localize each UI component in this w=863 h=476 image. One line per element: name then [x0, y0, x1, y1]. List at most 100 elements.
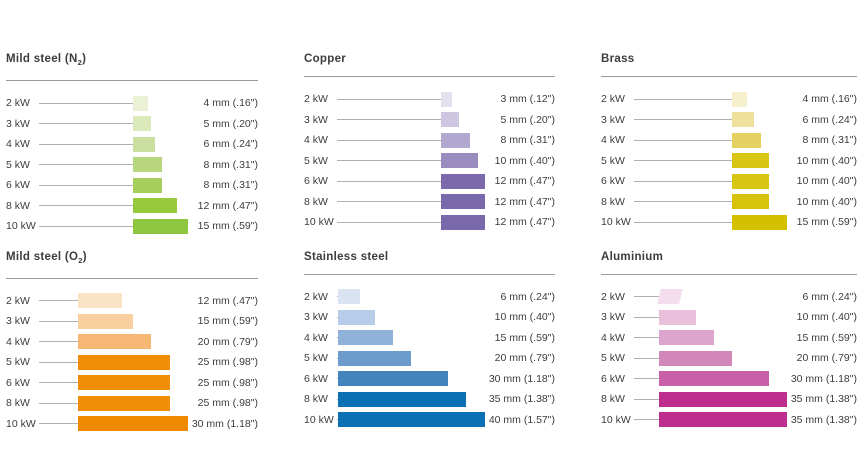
bar [78, 375, 170, 391]
leader-line [634, 180, 732, 182]
chart-row: 5 kW 20 mm (.79") [601, 348, 857, 369]
power-label: 5 kW [601, 154, 625, 167]
leader-line [337, 316, 338, 318]
bar-track [659, 389, 787, 410]
chart-panel-aluminium: Aluminium 2 kW 6 mm (.24") 3 kW 10 mm (.40")… [601, 250, 857, 435]
chart-row: 8 kW 12 mm (.47") [6, 196, 258, 217]
leader-line [634, 160, 732, 162]
bar [441, 153, 478, 169]
chart-row: 8 kW 35 mm (1.38") [304, 389, 555, 410]
bar [441, 132, 470, 148]
power-label: 4 kW [601, 331, 625, 344]
power-label: 4 kW [6, 335, 30, 348]
value-label: 35 mm (1.38") [790, 393, 857, 406]
bar [657, 289, 683, 305]
bar [441, 173, 485, 189]
bar-track [78, 332, 188, 353]
leader-line [634, 201, 732, 203]
chart-title-rule [601, 273, 857, 275]
bar-track [732, 171, 787, 192]
chart-row: 6 kW 8 mm (.31") [6, 175, 258, 196]
leader-line [39, 225, 133, 227]
bar [78, 293, 122, 309]
bar [441, 112, 459, 128]
bar-track [78, 393, 188, 414]
bar-track [659, 410, 787, 431]
power-label: 5 kW [304, 154, 328, 167]
power-label: 2 kW [304, 290, 328, 303]
chart-title: Aluminium [601, 250, 664, 263]
value-label: 12 mm (.47") [197, 199, 258, 212]
value-label: 40 mm (1.57") [488, 413, 555, 426]
bar [133, 157, 162, 173]
bar-track [338, 328, 485, 349]
power-label: 2 kW [6, 97, 30, 110]
chart-row: 10 kW 12 mm (.47") [304, 212, 555, 233]
power-label: 3 kW [6, 117, 30, 130]
power-label: 10 kW [601, 216, 631, 229]
chart-panel-copper: Copper 2 kW 3 mm (.12") 3 kW 5 mm (.20") 4 kW… [304, 52, 555, 237]
bar-track [78, 352, 188, 373]
bar-track [441, 212, 485, 233]
bar [78, 354, 170, 370]
power-label: 6 kW [6, 179, 30, 192]
leader-line [337, 378, 338, 380]
power-label: 2 kW [304, 93, 328, 106]
chart-row: 8 kW 10 mm (.40") [601, 192, 857, 213]
bar-track [732, 212, 787, 233]
leader-line [39, 402, 78, 404]
bar [732, 194, 769, 210]
chart-row: 4 kW 15 mm (.59") [304, 328, 555, 349]
bar [133, 116, 151, 132]
power-label: 4 kW [6, 138, 30, 151]
chart-row: 2 kW 6 mm (.24") [601, 287, 857, 308]
power-label: 5 kW [304, 352, 328, 365]
leader-line [337, 419, 338, 421]
power-label: 3 kW [304, 311, 328, 324]
bar-track [78, 291, 188, 312]
bar-track [441, 110, 485, 131]
leader-line [634, 221, 732, 223]
chart-row: 6 kW 30 mm (1.18") [601, 369, 857, 390]
leader-line [39, 143, 133, 145]
value-label: 35 mm (1.38") [790, 413, 857, 426]
chart-title-rule [601, 76, 857, 77]
value-label: 6 mm (.24") [203, 138, 258, 151]
chart-row: 8 kW 25 mm (.98") [6, 393, 258, 414]
value-label: 25 mm (.98") [197, 376, 258, 389]
value-label: 15 mm (.59") [796, 216, 857, 229]
chart-row: 4 kW 8 mm (.31") [601, 130, 857, 151]
bar [732, 153, 769, 169]
power-label: 2 kW [601, 93, 625, 106]
value-label: 10 mm (.40") [494, 154, 555, 167]
bar [659, 412, 787, 428]
value-label: 20 mm (.79") [796, 352, 857, 365]
leader-line [634, 316, 659, 318]
leader-line [337, 201, 441, 203]
chart-panel-mild-steel-o2: Mild steel (O2) 2 kW 12 mm (.47") 3 kW 15 mm… [6, 250, 258, 435]
leader-line [337, 337, 338, 339]
bar-track [441, 89, 485, 110]
value-label: 10 mm (.40") [494, 311, 555, 324]
chart-title-rule [6, 277, 258, 279]
bar [133, 218, 188, 234]
chart-panel-brass: Brass 2 kW 4 mm (.16") 3 kW 6 mm (.24") 4 kW 8… [601, 52, 857, 237]
bar [732, 214, 787, 230]
value-label: 8 mm (.31") [500, 134, 555, 147]
value-label: 8 mm (.31") [802, 134, 857, 147]
value-label: 30 mm (1.18") [488, 372, 555, 385]
chart-row: 10 kW 30 mm (1.18") [6, 414, 258, 435]
bar [133, 177, 162, 193]
chart-title-rule [304, 76, 555, 77]
power-label: 4 kW [304, 134, 328, 147]
power-label: 10 kW [6, 417, 36, 430]
bar [133, 95, 148, 111]
bar-track [659, 369, 787, 390]
chart-title: Mild steel (N2) [6, 53, 87, 67]
power-label: 6 kW [601, 372, 625, 385]
chart-row: 6 kW 25 mm (.98") [6, 373, 258, 394]
leader-line [634, 119, 732, 121]
bar-track [338, 369, 485, 390]
power-label: 5 kW [6, 356, 30, 369]
chart-row: 8 kW 35 mm (1.38") [601, 389, 857, 410]
